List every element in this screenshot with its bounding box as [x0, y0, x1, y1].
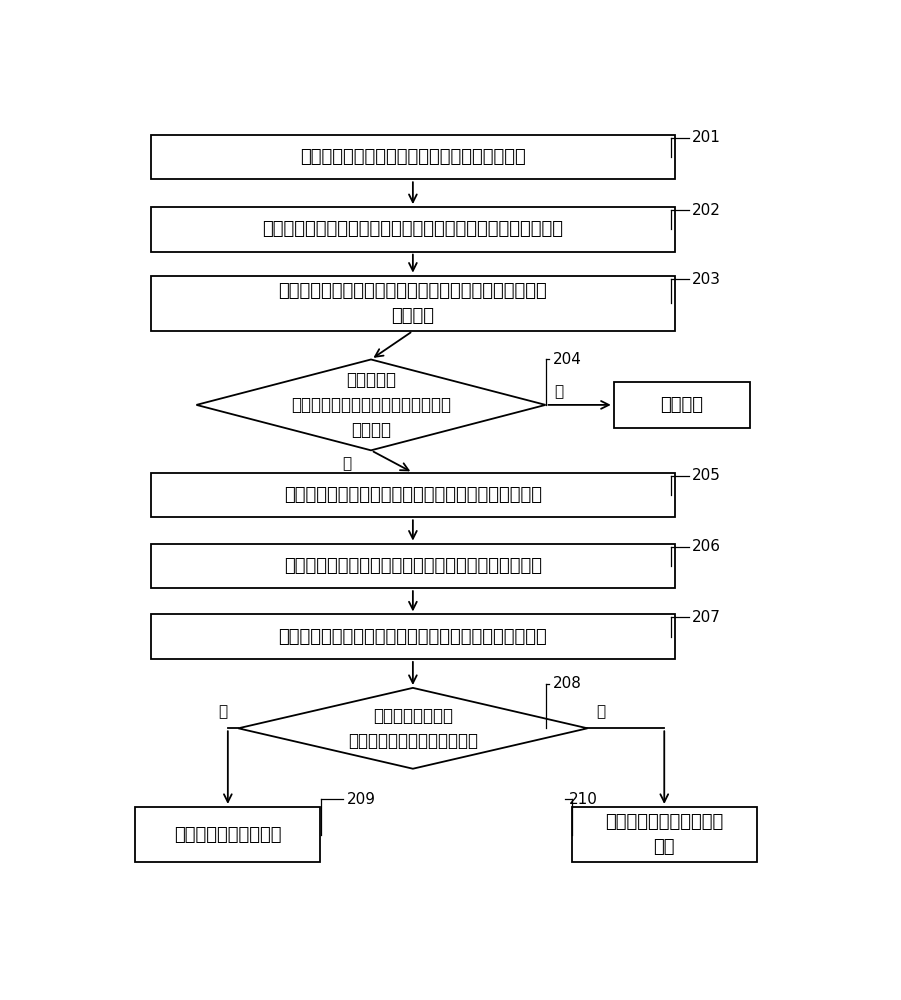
Text: 针对每个区间，取区间中相邻配点间等间距分布的点作为检测点: 针对每个区间，取区间中相邻配点间等间距分布的点作为检测点	[262, 220, 563, 238]
Text: 否: 否	[342, 456, 351, 471]
Text: 207: 207	[692, 610, 721, 625]
Text: 208: 208	[552, 676, 581, 691]
Text: 将第二区间划分成多个子
区间: 将第二区间划分成多个子 区间	[605, 813, 724, 856]
Polygon shape	[196, 359, 545, 450]
Text: 204: 204	[552, 352, 581, 367]
Text: 流程终止: 流程终止	[660, 396, 703, 414]
Text: 203: 203	[692, 272, 721, 287]
FancyBboxPatch shape	[135, 807, 321, 862]
Text: 增加第二区间的配点数: 增加第二区间的配点数	[174, 826, 282, 844]
Text: 判断各区间
对应的最大相对误差是否均小于最大
容许误差: 判断各区间 对应的最大相对误差是否均小于最大 容许误差	[291, 371, 451, 439]
Text: 判断各检测点对应
的比值向量是否均小于预设值: 判断各检测点对应 的比值向量是否均小于预设值	[348, 707, 478, 750]
Text: 201: 201	[692, 130, 721, 145]
Text: 是: 是	[219, 704, 228, 719]
Text: 是: 是	[554, 384, 563, 399]
Polygon shape	[238, 688, 587, 769]
Text: 210: 210	[569, 792, 597, 807]
FancyBboxPatch shape	[614, 382, 750, 428]
Text: 209: 209	[347, 792, 376, 807]
Text: 202: 202	[692, 203, 721, 218]
Text: 206: 206	[692, 539, 721, 554]
FancyBboxPatch shape	[572, 807, 757, 862]
FancyBboxPatch shape	[151, 135, 675, 179]
FancyBboxPatch shape	[151, 276, 675, 331]
Text: 针对每个第二区间，确定第二区间中各检测点处的曲率: 针对每个第二区间，确定第二区间中各检测点处的曲率	[284, 557, 542, 575]
Text: 确定最大相对误差大于或等于最大容许误差的第二区间: 确定最大相对误差大于或等于最大容许误差的第二区间	[284, 486, 542, 504]
FancyBboxPatch shape	[151, 614, 675, 659]
FancyBboxPatch shape	[151, 207, 675, 252]
Text: 针对各检测点，计算检测点处的曲率与曲率均值比值向量: 针对各检测点，计算检测点处的曲率与曲率均值比值向量	[278, 628, 547, 646]
Text: 否: 否	[596, 704, 605, 719]
Text: 205: 205	[692, 468, 721, 483]
FancyBboxPatch shape	[151, 544, 675, 588]
Text: 针对每个区间，确定检测点对应的插值解与实际解的最大
相对误差: 针对每个区间，确定检测点对应的插值解与实际解的最大 相对误差	[278, 282, 547, 325]
Text: 确定区间个数、区间内配点数以及最大容许误差: 确定区间个数、区间内配点数以及最大容许误差	[300, 148, 526, 166]
FancyBboxPatch shape	[151, 473, 675, 517]
